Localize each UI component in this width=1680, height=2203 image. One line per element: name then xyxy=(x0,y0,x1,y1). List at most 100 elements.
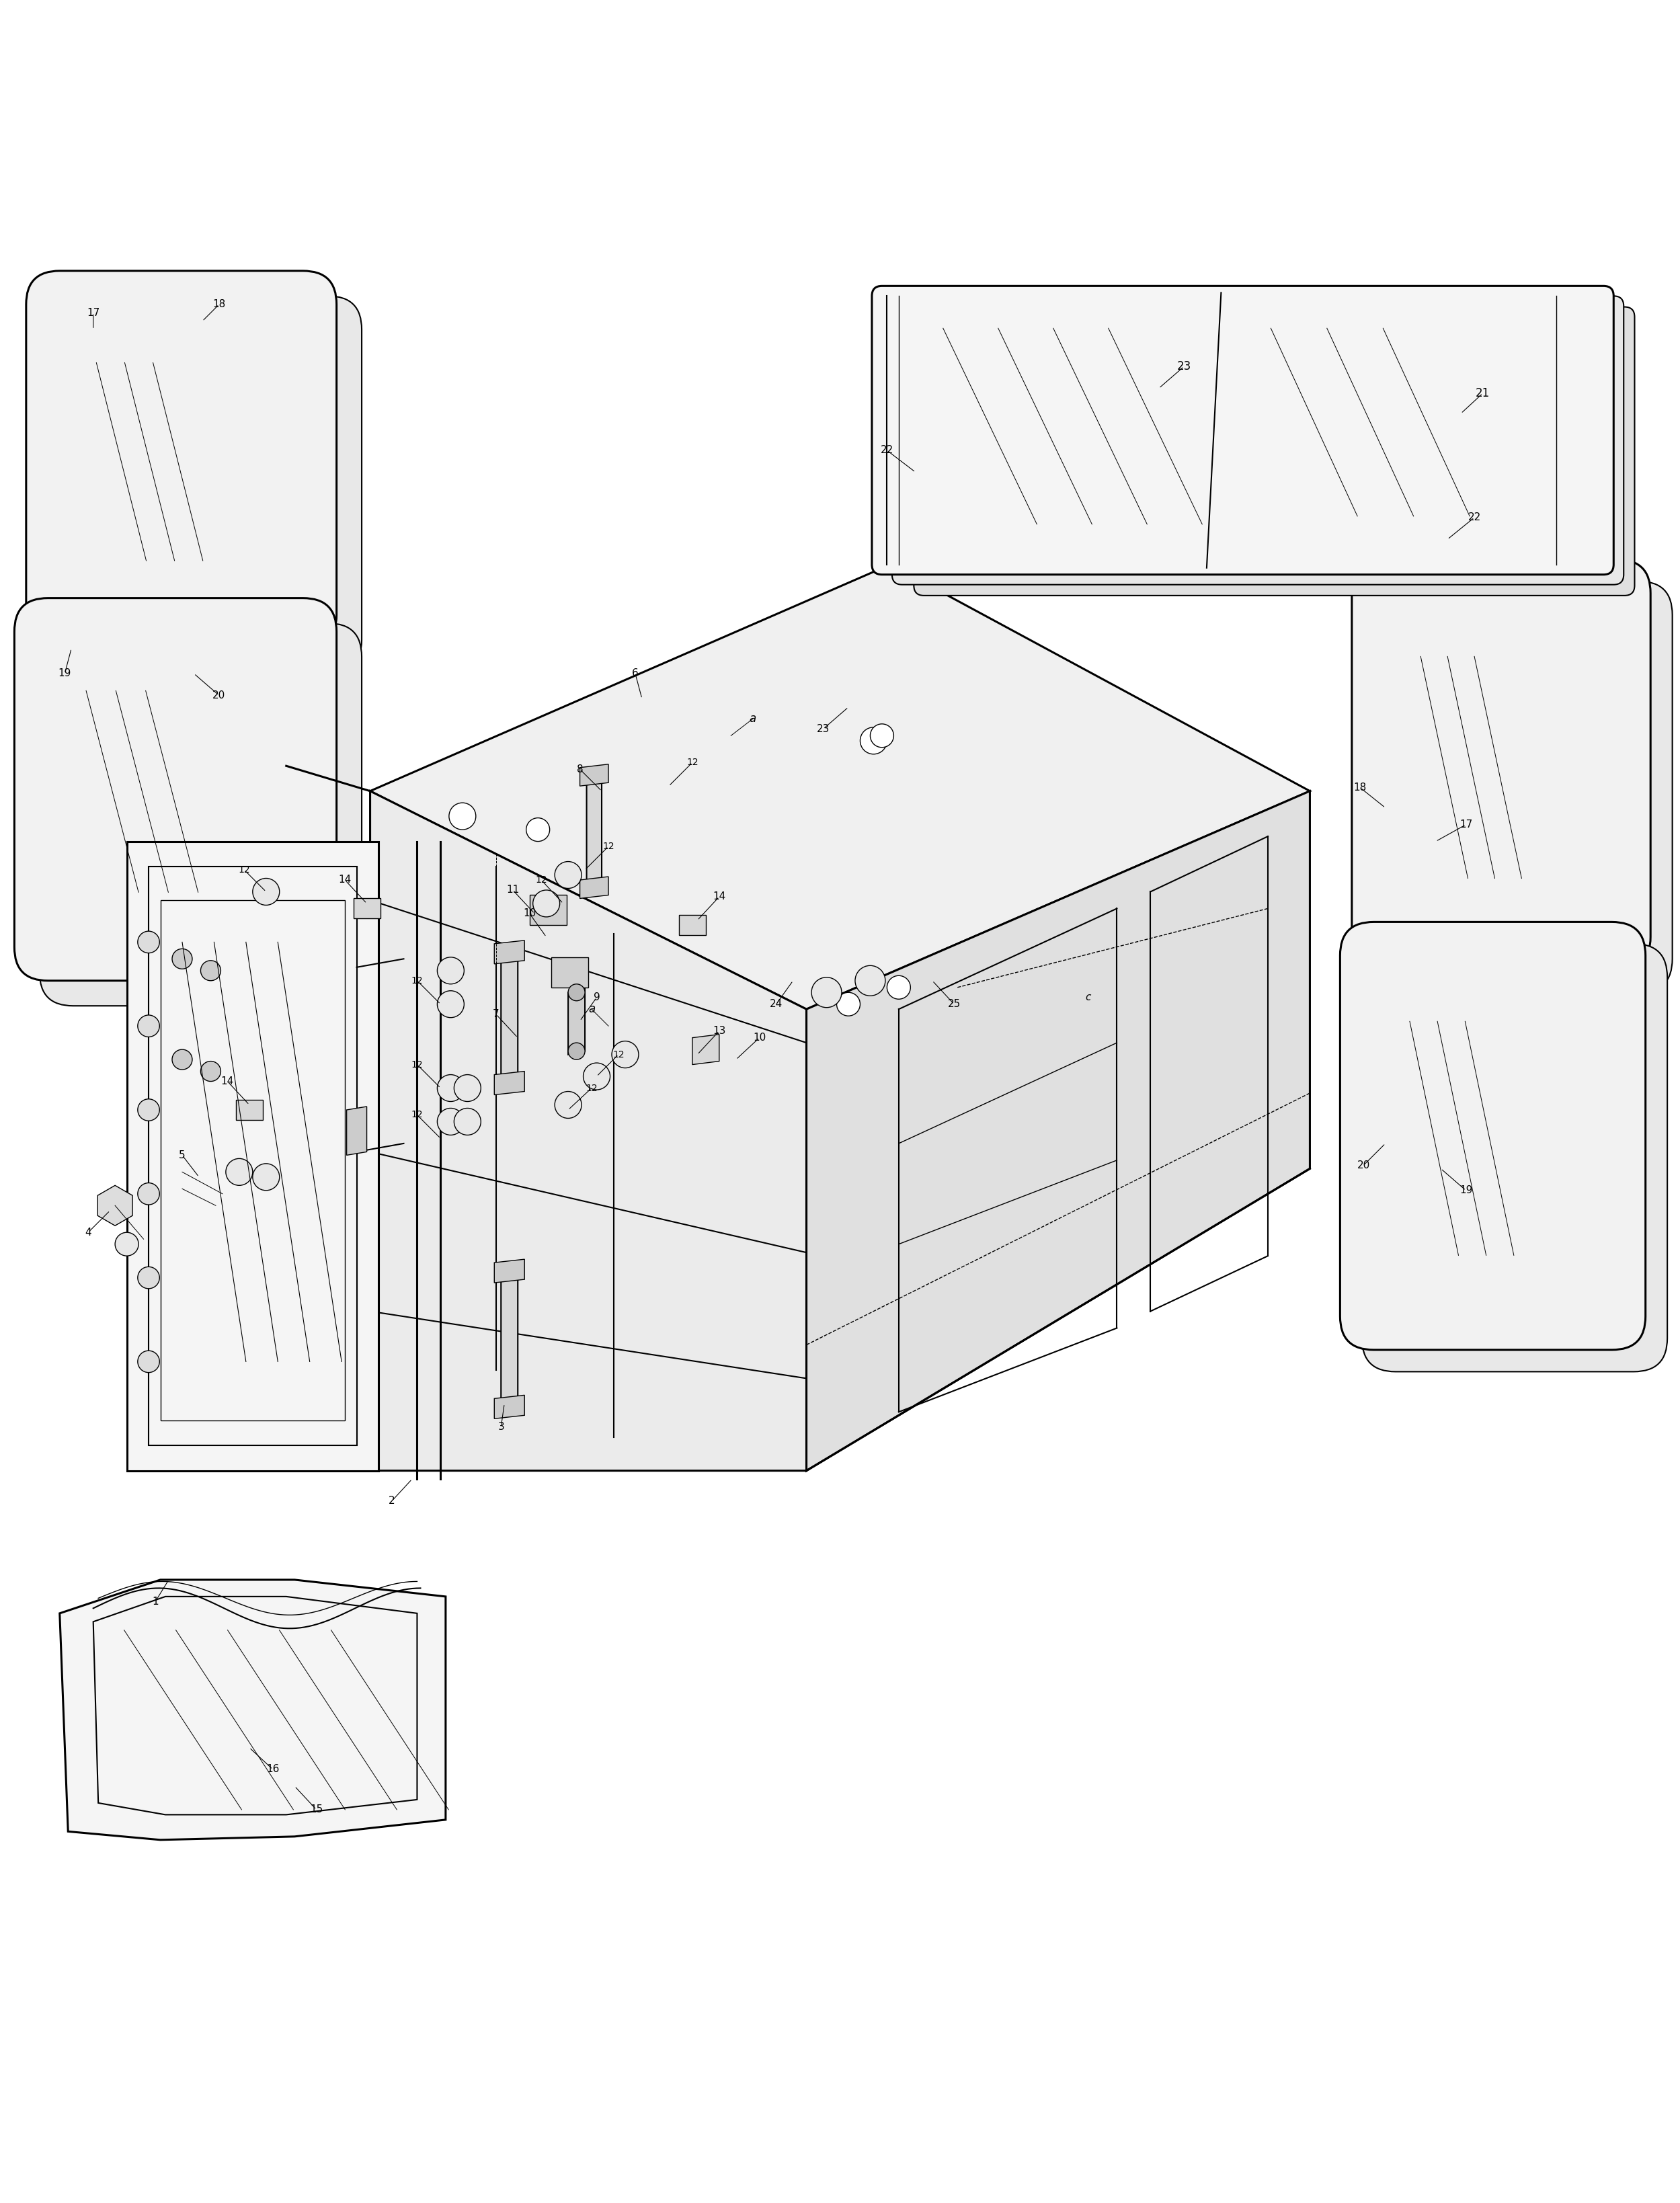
Circle shape xyxy=(225,1159,252,1185)
Circle shape xyxy=(252,879,279,905)
Polygon shape xyxy=(494,1071,524,1095)
FancyBboxPatch shape xyxy=(1362,943,1667,1372)
Text: 4: 4 xyxy=(86,1227,91,1238)
Polygon shape xyxy=(346,1106,366,1154)
Circle shape xyxy=(449,802,475,831)
Circle shape xyxy=(526,817,549,842)
Circle shape xyxy=(138,1350,160,1372)
Circle shape xyxy=(583,1062,610,1090)
Text: a: a xyxy=(588,1002,595,1016)
Polygon shape xyxy=(370,564,1310,1009)
FancyBboxPatch shape xyxy=(52,295,361,674)
Text: c: c xyxy=(1085,991,1092,1002)
Polygon shape xyxy=(501,1269,517,1412)
Text: 22: 22 xyxy=(1468,513,1480,522)
FancyBboxPatch shape xyxy=(892,295,1623,584)
Text: 9: 9 xyxy=(593,991,600,1002)
Circle shape xyxy=(855,965,885,996)
Circle shape xyxy=(454,1108,480,1135)
FancyBboxPatch shape xyxy=(27,271,336,648)
Circle shape xyxy=(437,991,464,1018)
Text: a: a xyxy=(749,714,756,725)
Text: 12: 12 xyxy=(239,866,250,875)
Text: 18: 18 xyxy=(1354,782,1368,793)
Text: 7: 7 xyxy=(492,1009,499,1020)
Polygon shape xyxy=(580,764,608,786)
FancyBboxPatch shape xyxy=(1374,582,1672,991)
Circle shape xyxy=(870,725,894,747)
Polygon shape xyxy=(580,877,608,899)
Circle shape xyxy=(138,932,160,954)
Circle shape xyxy=(811,978,842,1007)
Text: 10: 10 xyxy=(522,908,536,919)
Text: 1: 1 xyxy=(153,1597,158,1606)
Circle shape xyxy=(454,1075,480,1102)
Text: 23: 23 xyxy=(816,725,830,734)
Text: 23: 23 xyxy=(1178,361,1191,372)
Circle shape xyxy=(437,956,464,985)
Text: 17: 17 xyxy=(1460,820,1472,831)
Polygon shape xyxy=(235,1099,262,1119)
Text: 13: 13 xyxy=(712,1027,726,1035)
Polygon shape xyxy=(97,1185,133,1225)
Circle shape xyxy=(554,861,581,888)
Text: 5: 5 xyxy=(180,1150,185,1161)
FancyBboxPatch shape xyxy=(1341,921,1645,1350)
Text: 19: 19 xyxy=(59,668,71,679)
Circle shape xyxy=(138,1099,160,1121)
Circle shape xyxy=(138,1183,160,1205)
Circle shape xyxy=(138,1016,160,1038)
Polygon shape xyxy=(60,1580,445,1840)
Text: 20: 20 xyxy=(1357,1161,1371,1170)
Circle shape xyxy=(114,1231,138,1256)
Text: 6: 6 xyxy=(632,668,638,679)
Circle shape xyxy=(837,991,860,1016)
Text: 12: 12 xyxy=(603,842,615,850)
Circle shape xyxy=(138,1267,160,1289)
Circle shape xyxy=(200,1062,220,1082)
Polygon shape xyxy=(529,894,566,925)
FancyBboxPatch shape xyxy=(15,597,336,980)
Text: 18: 18 xyxy=(213,300,225,308)
Text: 8: 8 xyxy=(576,764,583,773)
Text: 12: 12 xyxy=(412,976,423,985)
Polygon shape xyxy=(501,949,517,1088)
Polygon shape xyxy=(806,791,1310,1472)
Text: 10: 10 xyxy=(753,1033,766,1042)
Text: 22: 22 xyxy=(880,445,894,456)
Text: 14: 14 xyxy=(338,875,351,886)
Polygon shape xyxy=(551,956,588,987)
Circle shape xyxy=(612,1042,638,1068)
Text: 3: 3 xyxy=(497,1421,504,1432)
Text: 20: 20 xyxy=(213,690,225,701)
Polygon shape xyxy=(160,901,344,1421)
Circle shape xyxy=(171,949,192,969)
Circle shape xyxy=(887,976,911,1000)
Text: 2: 2 xyxy=(388,1496,395,1507)
Text: 16: 16 xyxy=(265,1765,279,1773)
Polygon shape xyxy=(568,987,585,1055)
Text: 14: 14 xyxy=(712,892,726,901)
Circle shape xyxy=(554,1090,581,1119)
FancyBboxPatch shape xyxy=(914,306,1635,595)
Polygon shape xyxy=(370,791,806,1472)
Text: 14: 14 xyxy=(222,1077,234,1086)
Circle shape xyxy=(568,985,585,1000)
Text: 12: 12 xyxy=(412,1060,423,1068)
Text: 12: 12 xyxy=(536,875,548,886)
Polygon shape xyxy=(353,899,380,919)
Circle shape xyxy=(533,890,559,916)
Polygon shape xyxy=(126,842,378,1472)
Text: 11: 11 xyxy=(506,886,519,894)
Circle shape xyxy=(252,1163,279,1190)
Text: 21: 21 xyxy=(1475,388,1490,399)
Circle shape xyxy=(568,1042,585,1060)
Text: 15: 15 xyxy=(309,1804,323,1815)
Text: 17: 17 xyxy=(87,308,99,317)
Polygon shape xyxy=(494,1260,524,1282)
Text: 12: 12 xyxy=(586,1084,598,1093)
Circle shape xyxy=(200,961,220,980)
Polygon shape xyxy=(692,1035,719,1064)
Polygon shape xyxy=(494,941,524,965)
Polygon shape xyxy=(679,914,706,936)
